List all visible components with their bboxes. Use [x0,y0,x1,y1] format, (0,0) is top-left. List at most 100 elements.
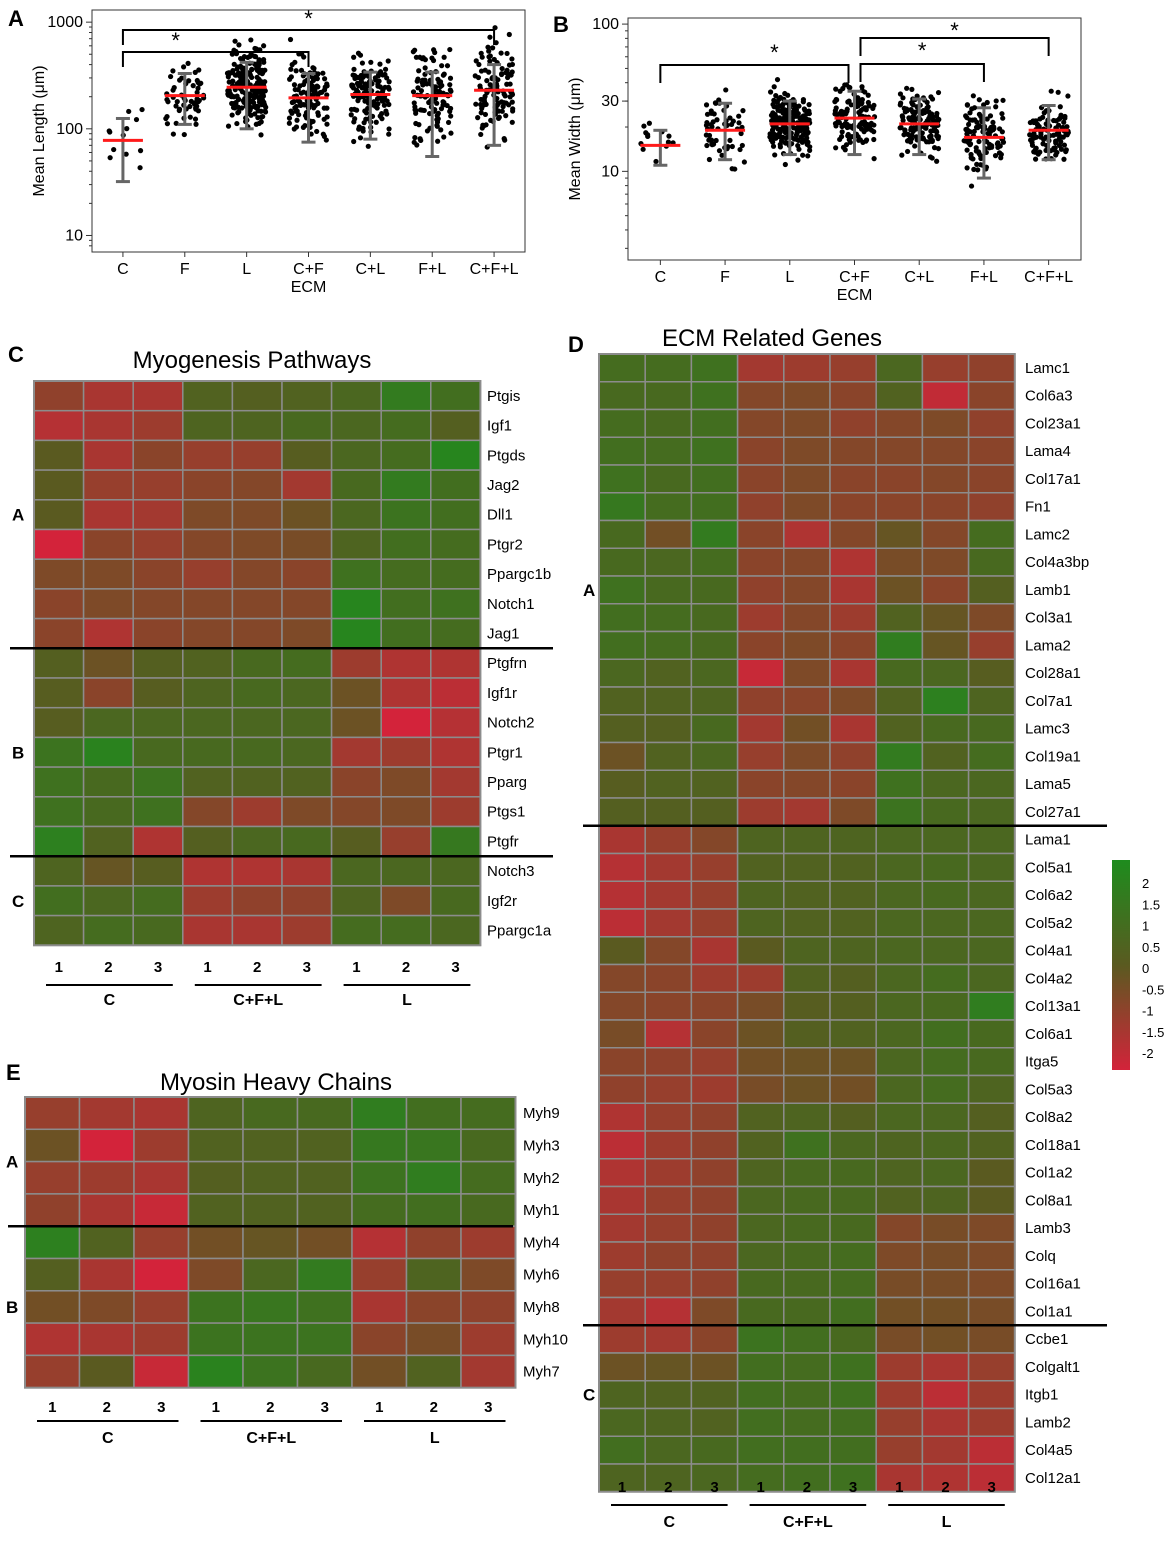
data-point [418,88,425,94]
data-point [732,166,738,172]
significance-bracket [121,51,310,67]
data-point [111,146,117,153]
data-point [438,106,445,112]
data-point [1064,124,1070,130]
heatmap-cell [598,825,646,855]
heatmap-cell [380,706,432,739]
heatmap-cell [690,492,739,522]
data-point [487,58,493,64]
data-point [509,99,515,105]
data-point [774,76,781,83]
data-point [964,126,970,132]
heatmap-cell [351,1225,408,1260]
data-point [1032,134,1038,141]
data-point [375,83,381,89]
heatmap-cell [644,519,693,549]
data-point [258,132,264,138]
data-point [974,161,980,167]
heatmap-ecm: Lamc1 Col6a3 Col23a1 Lama4 Col17a1 Fn1 Lamc2 Co… [583,353,1107,1531]
gene-label: Lama4 [1025,443,1071,460]
data-point [716,148,723,154]
heatmap-cell [690,991,739,1021]
data-point [791,106,797,112]
data-point [185,60,191,66]
replicate-label: 2 [266,1399,274,1416]
heatmap-cell [231,677,283,709]
group-label: L [430,1430,440,1447]
heatmap-cell [187,1354,244,1389]
heatmap-cell [598,1047,646,1077]
heatmap-cell [33,528,85,560]
heatmap-cell [783,936,831,966]
heatmap-cell [783,1296,831,1326]
data-point [1034,121,1041,127]
cluster-label: A [6,1153,18,1172]
heatmap-cell [351,1128,408,1163]
heatmap-cell [330,558,382,590]
y-tick-label: 100 [56,121,83,138]
heatmap-cell [182,736,234,768]
data-point [448,113,454,119]
data-point [861,129,867,135]
heatmap-cell [829,741,877,771]
data-point [230,78,236,84]
heatmap-cell [33,617,85,650]
heatmap-cell [132,855,184,887]
data-point [195,85,201,91]
x-tick-label: L [785,269,794,286]
data-point [187,114,193,120]
data-point [239,105,245,111]
heatmap-cell [967,1130,1016,1160]
data-point [382,66,389,72]
heatmap-cell [829,1074,877,1104]
data-point [447,108,453,114]
heatmap-cell [380,499,432,531]
gene-label: Lamc2 [1025,526,1070,543]
heatmap-cell [330,825,382,857]
gene-label: Col1a2 [1025,1165,1073,1182]
data-point [234,66,240,72]
heatmap-cell [829,852,877,882]
heatmap-cell [783,769,831,799]
heatmap-cell [921,1185,970,1215]
data-point [833,123,839,129]
colorbar-tick-label: 1.5 [1142,897,1160,912]
heatmap-cell [598,1158,646,1188]
data-point [106,128,112,134]
data-point [804,135,810,141]
heatmap-cell [82,588,134,620]
data-point [1063,131,1069,137]
heatmap-cell [690,1102,739,1132]
heatmap-cell [33,736,85,768]
panel-letter-e: E [6,1060,21,1085]
heatmap-cell [598,714,646,744]
heatmap-cell [967,547,1016,577]
data-point [848,102,854,108]
heatmap-cell [690,1019,739,1049]
heatmap-cell [921,1241,970,1271]
data-point [476,61,482,68]
heatmap-cell [242,1128,299,1163]
data-point [249,66,255,73]
heatmap-border [24,1096,517,1389]
heatmap-cell [736,1269,785,1299]
heatmap-cell [783,852,831,882]
heatmap-cell [598,1352,646,1382]
heatmap-cell [736,575,785,605]
heatmap-cell [598,936,646,966]
gene-label: Col28a1 [1025,665,1081,682]
data-point [860,139,866,146]
heatmap-cell [829,1158,877,1188]
data-point [771,84,777,90]
heatmap-cell [875,1352,924,1382]
data-point [992,153,999,159]
heatmap-cell [82,499,134,531]
data-point [315,71,321,77]
data-point [379,111,385,117]
data-point [996,150,1003,156]
heatmap-cell [783,1130,831,1160]
data-point [846,137,852,143]
heatmap-cell [430,499,482,531]
gene-label: Col27a1 [1025,804,1081,821]
heatmap-cell [736,1435,785,1465]
